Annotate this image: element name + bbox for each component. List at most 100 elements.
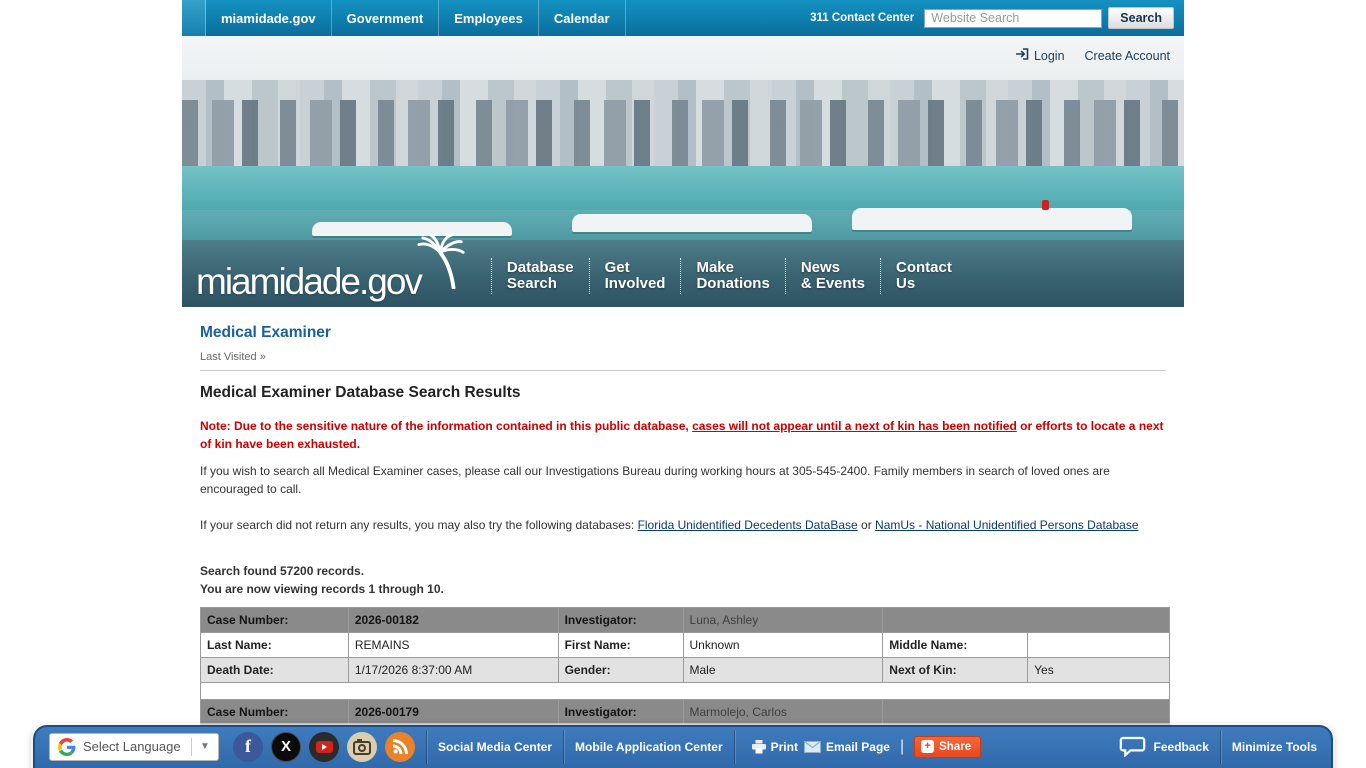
spacer-cell	[200, 682, 1170, 700]
para2-middle: or	[857, 518, 876, 532]
florida-decedents-link[interactable]: Florida Unidentified Decedents DataBase	[637, 518, 858, 532]
youtube-play-badge	[315, 740, 333, 753]
camera-glyph	[353, 739, 371, 755]
nav-database-search[interactable]: Database Search	[490, 258, 589, 294]
nav-line: & Events	[800, 275, 866, 292]
main-content: Medical Examiner Last Visited » Medical …	[182, 307, 1184, 725]
site-container: miamidade.gov Government Employees Calen…	[182, 0, 1184, 725]
share-plus-icon: +	[921, 740, 935, 753]
google-translate-select[interactable]: Select Language ▼	[49, 732, 219, 761]
social-icons: f X	[233, 731, 415, 762]
topbar-left-pad	[182, 0, 206, 36]
para2-prefix: If your search did not return any result…	[200, 518, 638, 532]
investigator-value: Luna, Ashley	[682, 607, 884, 633]
top-tab-calendar[interactable]: Calendar	[539, 0, 626, 36]
last-name-value: REMAINS	[347, 632, 559, 658]
record-detail-row: Death Date: 1/17/2026 8:37:00 AM Gender:…	[200, 657, 1170, 683]
gender-value: Male	[682, 657, 884, 683]
feedback-bubble-icon	[1119, 736, 1146, 757]
top-tab-employees[interactable]: Employees	[439, 0, 539, 36]
middle-name-label: Middle Name:	[882, 632, 1029, 658]
toolbar-pipe: |	[899, 737, 905, 755]
next-of-kin-value: Yes	[1027, 657, 1170, 683]
nav-line: Search	[506, 275, 557, 292]
miamidade-logo[interactable]: miamidade.gov	[196, 233, 467, 302]
email-page-label: Email Page	[825, 739, 890, 754]
case-number-value: 2026-00179	[347, 699, 559, 725]
print-group[interactable]: Print	[751, 739, 798, 754]
record-header-row: Case Number: 2026-00182 Investigator: Lu…	[200, 607, 1170, 633]
top-tabs: miamidade.gov Government Employees Calen…	[206, 0, 626, 36]
last-name-label: Last Name:	[200, 632, 349, 658]
email-icon	[803, 740, 821, 753]
create-account-link[interactable]: Create Account	[1084, 48, 1170, 63]
death-date-value: 1/17/2026 8:37:00 AM	[347, 657, 559, 683]
instagram-icon[interactable]	[347, 731, 377, 762]
nav-get-involved[interactable]: Get Involved	[588, 258, 681, 294]
note-prefix: Note: Due to the sensitive nature of the…	[200, 419, 693, 433]
nav-line: Involved	[604, 275, 666, 292]
mobile-application-center-link[interactable]: Mobile Application Center	[575, 739, 723, 754]
email-page-group[interactable]: Email Page	[803, 739, 890, 754]
top-tab-government[interactable]: Government	[332, 0, 440, 36]
nav-contact-us[interactable]: Contact Us	[880, 258, 967, 294]
nav-news-events[interactable]: News & Events	[784, 258, 880, 294]
toolbar-separator	[563, 729, 565, 764]
case-number-value: 2026-00182	[347, 607, 559, 633]
login-label: Login	[1033, 48, 1065, 63]
x-twitter-icon[interactable]: X	[271, 731, 301, 762]
rss-icon[interactable]	[385, 731, 415, 762]
social-media-center-link[interactable]: Social Media Center	[438, 739, 553, 754]
breadcrumb[interactable]: Last Visited »	[200, 351, 266, 363]
nav-line: News	[800, 259, 840, 276]
translate-divider	[191, 737, 192, 756]
rss-glyph	[392, 739, 408, 754]
share-button[interactable]: + Share	[914, 735, 982, 758]
records-found-line: Search found 57200 records.	[200, 564, 365, 578]
login-link[interactable]: Login	[1015, 48, 1065, 63]
investigator-value: Marmolejo, Carlos	[682, 699, 884, 725]
website-search-input[interactable]	[924, 8, 1103, 28]
ship-funnel	[1042, 200, 1049, 210]
namus-link[interactable]: NamUs - National Unidentified Persons Da…	[875, 518, 1139, 532]
banner-foreground	[182, 240, 1184, 307]
investigator-label: Investigator:	[557, 699, 684, 725]
banner-skyline-front	[182, 100, 1184, 166]
note-underlined-link[interactable]: cases will not appear until a next of ki…	[692, 419, 1017, 433]
contact-center-label: 311 Contact Center	[810, 12, 915, 24]
nav-line: Make	[696, 259, 734, 276]
death-date-label: Death Date:	[200, 657, 349, 683]
page-title: Medical Examiner Database Search Results	[200, 384, 521, 401]
feedback-link[interactable]: Feedback	[1153, 739, 1209, 754]
youtube-icon[interactable]	[309, 731, 339, 762]
investigator-label: Investigator:	[557, 607, 684, 633]
hero-banner: Login Create Account miamidade.gov	[182, 36, 1184, 307]
minimize-tools-link[interactable]: Minimize Tools	[1231, 739, 1317, 754]
gender-label: Gender:	[557, 657, 684, 683]
results-table: Case Number: 2026-00182 Investigator: Lu…	[200, 607, 1170, 725]
top-nav-bar: miamidade.gov Government Employees Calen…	[182, 0, 1184, 36]
middle-name-value	[1027, 632, 1170, 658]
account-links: Login Create Account	[1015, 48, 1170, 63]
record-name-row: Last Name: REMAINS First Name: Unknown M…	[200, 632, 1170, 658]
nav-line: Donations	[696, 275, 770, 292]
dropdown-arrow-icon: ▼	[200, 741, 210, 752]
nav-line: Contact	[896, 259, 952, 276]
first-name-value: Unknown	[682, 632, 884, 658]
toolbar-separator	[733, 729, 735, 764]
toolbar-separator	[1219, 729, 1221, 764]
record-header-row: Case Number: 2026-00179 Investigator: Ma…	[200, 699, 1170, 725]
select-language-label: Select Language	[83, 739, 181, 754]
first-name-label: First Name:	[557, 632, 684, 658]
print-label: Print	[770, 739, 798, 754]
other-databases-paragraph: If your search did not return any result…	[200, 516, 1166, 534]
search-button[interactable]: Search	[1108, 7, 1174, 29]
sensitive-data-note: Note: Due to the sensitive nature of the…	[200, 417, 1166, 453]
case-number-label: Case Number:	[200, 699, 349, 725]
logo-text: miamidade.gov	[196, 260, 423, 302]
top-tab-miamidade-gov[interactable]: miamidade.gov	[206, 0, 332, 36]
facebook-icon[interactable]: f	[233, 731, 263, 762]
nav-make-donations[interactable]: Make Donations	[680, 258, 784, 294]
note-suffix: or efforts to locate a next of kin have …	[200, 419, 1164, 451]
topbar-right-group: 311 Contact Center Search	[810, 0, 1184, 36]
